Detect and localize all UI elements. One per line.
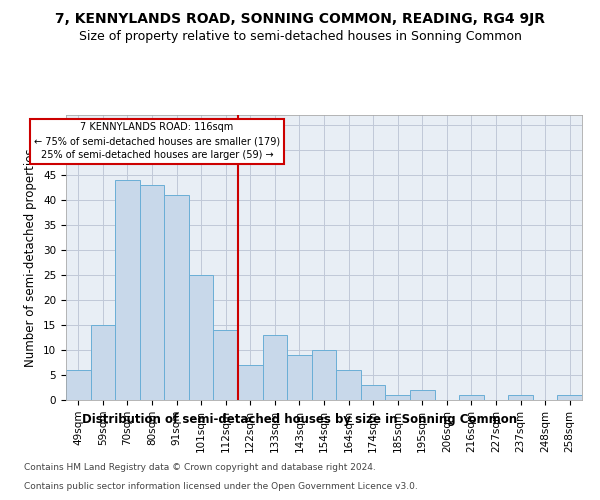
Bar (91, 325, 115, 400)
Bar (361, 385, 385, 400)
Text: Size of property relative to semi-detached houses in Sonning Common: Size of property relative to semi-detach… (79, 30, 521, 43)
Bar (263, 335, 287, 400)
Bar (336, 370, 361, 400)
Bar (140, 185, 164, 400)
Bar (410, 390, 434, 400)
Text: Distribution of semi-detached houses by size in Sonning Common: Distribution of semi-detached houses by … (82, 412, 518, 426)
Bar (459, 395, 484, 400)
Text: Contains HM Land Registry data © Crown copyright and database right 2024.: Contains HM Land Registry data © Crown c… (24, 464, 376, 472)
Text: 7 KENNYLANDS ROAD: 116sqm
← 75% of semi-detached houses are smaller (179)
25% of: 7 KENNYLANDS ROAD: 116sqm ← 75% of semi-… (34, 122, 280, 160)
Bar (164, 195, 189, 400)
Bar (66, 370, 91, 400)
Bar (287, 355, 312, 400)
Text: 7, KENNYLANDS ROAD, SONNING COMMON, READING, RG4 9JR: 7, KENNYLANDS ROAD, SONNING COMMON, READ… (55, 12, 545, 26)
Bar (312, 350, 336, 400)
Bar (214, 330, 238, 400)
Bar (115, 180, 140, 400)
Bar (508, 395, 533, 400)
Bar (557, 395, 582, 400)
Bar (238, 365, 263, 400)
Bar (385, 395, 410, 400)
Y-axis label: Number of semi-detached properties: Number of semi-detached properties (25, 148, 37, 367)
Bar (189, 275, 214, 400)
Text: Contains public sector information licensed under the Open Government Licence v3: Contains public sector information licen… (24, 482, 418, 491)
